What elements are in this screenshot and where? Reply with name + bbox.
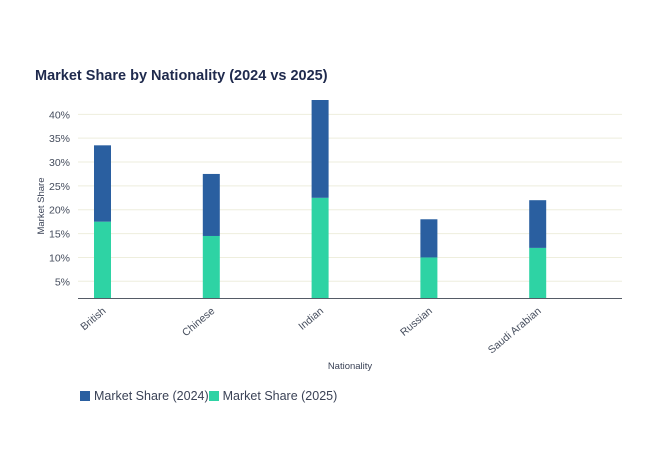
bar-saudi-arabian-2024[interactable] bbox=[529, 200, 547, 248]
legend-label-2024: Market Share (2024) bbox=[94, 389, 209, 403]
legend-swatch-2024 bbox=[80, 391, 90, 401]
legend-swatch-2025 bbox=[208, 391, 219, 401]
y-axis-ticks: 5% 10% 15% 20% 25% 30% 35% 40% bbox=[49, 109, 70, 288]
x-tick-label: Saudi Arabian bbox=[486, 305, 544, 356]
legend-label-2025: Market Share (2025) bbox=[222, 389, 338, 403]
legend: Market Share (2024) Market Share (2025) bbox=[80, 389, 337, 403]
bar-indian-2025[interactable] bbox=[311, 197, 329, 298]
bar-chinese-2024[interactable] bbox=[202, 173, 220, 236]
bar-indian-2024[interactable] bbox=[311, 100, 329, 198]
legend-item-2024[interactable]: Market Share (2024) bbox=[80, 389, 209, 403]
y-tick-label: 10% bbox=[49, 252, 70, 264]
y-tick-label: 5% bbox=[55, 276, 70, 288]
chart-title: Market Share by Nationality (2024 vs 202… bbox=[35, 68, 328, 84]
bar-russian-2024[interactable] bbox=[420, 219, 438, 258]
legend-item-2025[interactable]: Market Share (2025) bbox=[208, 389, 338, 403]
y-tick-label: 30% bbox=[49, 157, 70, 169]
x-axis-label: Nationality bbox=[328, 361, 373, 372]
bar-russian-2025[interactable] bbox=[420, 257, 438, 298]
y-axis-label: Market Share bbox=[36, 177, 47, 234]
x-axis-ticks: British Chinese Indian Russian Saudi Arabian bbox=[78, 305, 543, 356]
x-tick-label: British bbox=[78, 305, 108, 333]
x-tick-label: Chinese bbox=[180, 305, 217, 339]
bar-british-2024[interactable] bbox=[94, 145, 111, 222]
bar-british-2025[interactable] bbox=[94, 221, 111, 298]
y-tick-label: 20% bbox=[49, 205, 70, 217]
y-tick-label: 15% bbox=[49, 229, 70, 241]
y-tick-label: 35% bbox=[49, 133, 70, 145]
y-tick-label: 40% bbox=[49, 109, 70, 121]
y-tick-label: 25% bbox=[49, 181, 70, 193]
x-tick-label: Russian bbox=[398, 305, 435, 339]
bars bbox=[94, 100, 547, 298]
x-tick-label: Indian bbox=[296, 305, 326, 333]
bar-saudi-arabian-2025[interactable] bbox=[529, 247, 547, 298]
bar-chinese-2025[interactable] bbox=[202, 235, 220, 298]
